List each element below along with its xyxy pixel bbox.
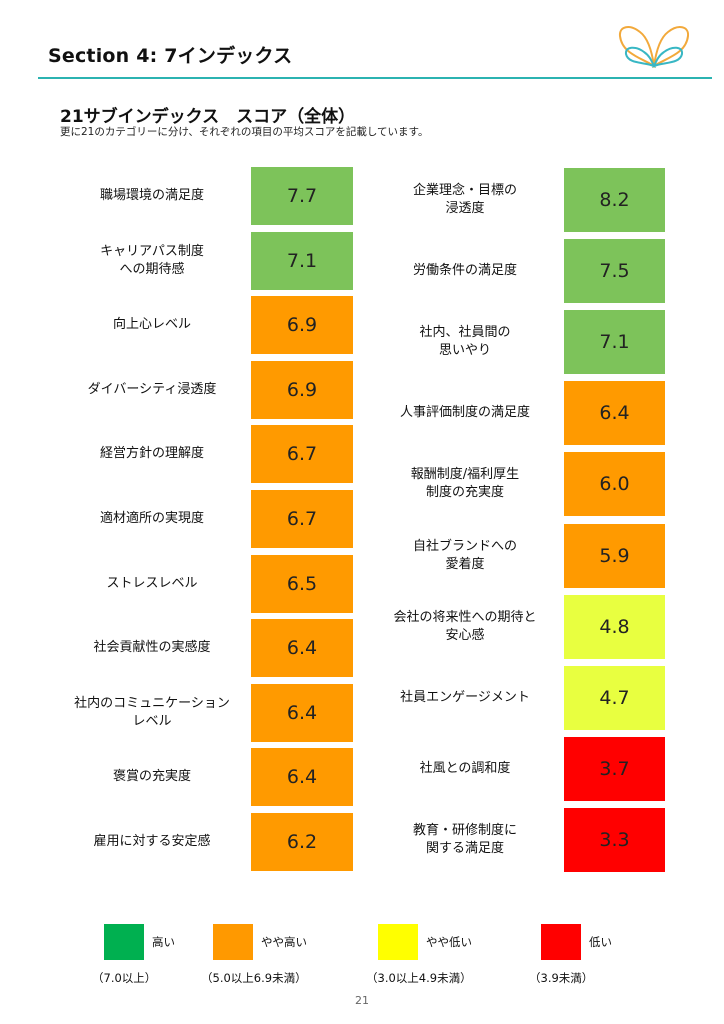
category-label: 報酬制度/福利厚生 制度の充実度	[410, 467, 520, 501]
category-label: 自社ブランドへの 愛着度	[412, 538, 517, 572]
legend-swatch	[378, 924, 418, 960]
score-box: 6.2	[251, 813, 353, 871]
category-label: 経営方針の理解度	[99, 446, 204, 462]
category-label: 社員エンゲージメント	[400, 689, 530, 705]
score-box: 5.9	[564, 523, 665, 588]
category-label: 社風との調和度	[419, 760, 511, 776]
score-box: 6.4	[251, 619, 353, 678]
legend-swatch	[104, 924, 144, 960]
score-box: 3.7	[564, 736, 665, 801]
category-label: 会社の将来性への期待と 安心感	[393, 609, 537, 643]
category-label: 職場環境の満足度	[99, 188, 204, 203]
category-label: 社内のコミュニケーション レベル	[74, 695, 230, 729]
subindex-description: 更に21のカテゴリーに分け、それぞれの項目の平均スコアを記載しています。	[60, 126, 429, 138]
score-box: 6.5	[251, 554, 353, 613]
score-box: 4.8	[564, 594, 665, 659]
legend-range: （5.0以上6.9未満）	[201, 971, 307, 985]
legend-swatch	[541, 924, 581, 960]
score-box: 6.4	[564, 381, 665, 446]
legend-swatch	[213, 924, 253, 960]
legend-label: 低い	[589, 935, 612, 949]
category-label: 雇用に対する安定感	[93, 834, 211, 849]
legend-label: 高い	[152, 935, 175, 949]
score-box: 6.0	[564, 452, 665, 517]
section-title: Section 4: 7インデックス	[48, 45, 293, 67]
score-box: 3.3	[564, 807, 665, 872]
category-label: 向上心レベル	[112, 317, 191, 333]
score-box: 6.9	[251, 360, 353, 419]
score-box: 7.1	[251, 231, 353, 290]
score-box: 4.7	[564, 665, 665, 730]
score-box: 6.7	[251, 425, 353, 484]
subindex-title: 21サブインデックス スコア（全体）	[60, 107, 356, 127]
legend-range: （3.0以上4.9未満）	[366, 971, 472, 985]
legend-label: やや高い	[261, 935, 307, 949]
category-label: 教育・研修制度に 関する満足度	[412, 822, 517, 856]
category-label: 褒賞の充実度	[112, 769, 191, 785]
category-label: 企業理念・目標の 浸透度	[412, 183, 517, 216]
category-label: キャリアパス制度 への期待感	[100, 243, 204, 277]
score-box: 7.5	[564, 239, 665, 304]
score-box: 7.7	[251, 167, 353, 225]
category-label: 人事評価制度の満足度	[399, 405, 530, 421]
category-label: 労働条件の満足度	[412, 263, 517, 279]
score-box: 6.9	[251, 296, 353, 355]
category-label: ダイバーシティ浸透度	[87, 381, 217, 397]
score-box: 7.1	[564, 310, 665, 375]
legend-range: （7.0以上）	[92, 971, 157, 985]
category-label: 社内、社員間の 思いやり	[419, 325, 511, 359]
butterfly-logo-icon	[618, 26, 690, 69]
score-box: 6.4	[251, 683, 353, 742]
header-divider	[38, 77, 712, 79]
category-label: 適材適所の実現度	[99, 511, 204, 526]
category-label: 社会貢献性の実感度	[93, 640, 211, 656]
page-number: 21	[355, 994, 369, 1007]
score-box: 8.2	[564, 168, 665, 232]
score-box: 6.4	[251, 748, 353, 807]
legend-range: （3.9未満）	[529, 971, 594, 985]
category-label: ストレスレベル	[106, 575, 198, 591]
score-box: 6.7	[251, 490, 353, 548]
legend-label: やや低い	[426, 935, 472, 949]
